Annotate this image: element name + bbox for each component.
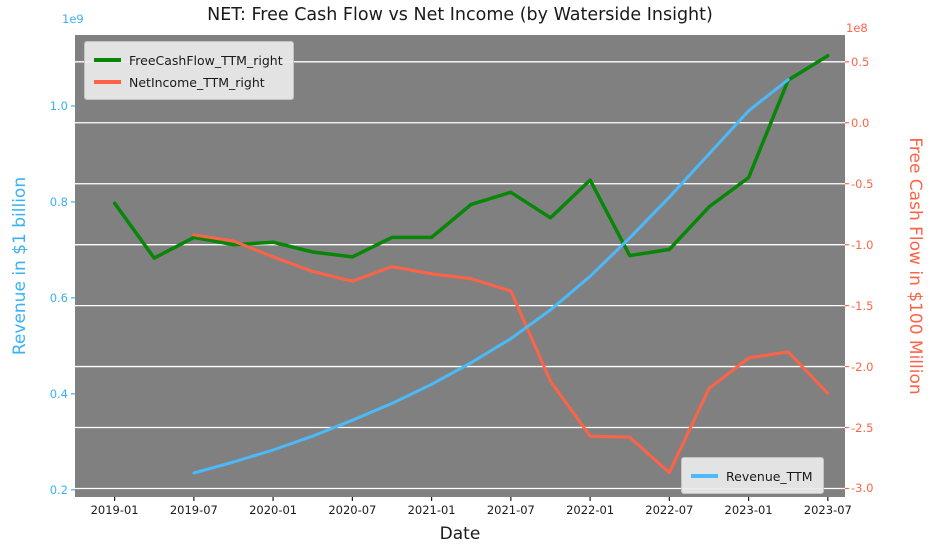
x-tick-label: 2023-01	[724, 503, 773, 517]
left-tick-label: 0.6	[49, 290, 68, 305]
right-axis-label: Free Cash Flow in $100 Million	[905, 137, 925, 395]
right-tick-label: 0.0	[851, 115, 870, 130]
right-tick-label: -3.0	[851, 481, 874, 496]
right-tick-label: -1.0	[851, 237, 874, 252]
legend-item-freecashflow: FreeCashFlow_TTM_right	[94, 49, 283, 71]
x-tick-label: 2023-07	[803, 503, 852, 517]
right-tick-label: -2.5	[851, 420, 874, 435]
right-axis-offset: 1e8	[846, 21, 868, 35]
series-line-Revenue_TTM	[192, 78, 790, 475]
left-tick-label: 0.2	[49, 482, 68, 497]
legend-label-revenue: Revenue_TTM	[726, 468, 813, 484]
left-tick-label: 0.4	[49, 386, 68, 401]
plot-background	[75, 35, 845, 497]
series-line-NetIncome_TTM_right	[192, 233, 830, 475]
revenue-line-swatch	[691, 474, 718, 478]
x-tick-label: 2022-07	[645, 503, 694, 517]
right-tick-label: -0.5	[851, 176, 874, 191]
series-line-FreeCashFlow_TTM_right	[112, 53, 830, 260]
legend-bottom: Revenue_TTM	[681, 457, 824, 494]
x-tick-label: 2020-07	[328, 503, 377, 517]
right-tick-label: -2.0	[851, 359, 874, 374]
left-tick-label: 0.8	[49, 194, 68, 209]
left-axis-label: Revenue in $1 billion	[10, 176, 30, 356]
right-tick-label: -1.5	[851, 298, 874, 313]
legend-label-freecashflow: FreeCashFlow_TTM_right	[129, 52, 283, 68]
legend-top: FreeCashFlow_TTM_right NetIncome_TTM_rig…	[84, 41, 294, 100]
x-tick-label: 2019-01	[90, 503, 139, 517]
x-tick-label: 2021-07	[486, 503, 535, 517]
netincome-line-swatch	[94, 80, 121, 84]
x-axis-label: Date	[439, 524, 481, 544]
x-tick-label: 2019-07	[169, 503, 218, 517]
x-tick-label: 2021-01	[407, 503, 456, 517]
x-tick-label: 2022-01	[566, 503, 615, 517]
legend-label-netincome: NetIncome_TTM_right	[129, 74, 265, 90]
right-tick-label: 0.5	[851, 54, 870, 69]
chart-title: NET: Free Cash Flow vs Net Income (by Wa…	[207, 5, 713, 25]
left-tick-label: 1.0	[49, 99, 68, 113]
left-axis-offset: 1e9	[62, 12, 84, 26]
freecashflow-line-swatch	[94, 58, 121, 62]
legend-item-netincome: NetIncome_TTM_right	[94, 71, 283, 93]
legend-item-revenue: Revenue_TTM	[691, 465, 813, 487]
x-tick-label: 2020-01	[249, 503, 298, 517]
